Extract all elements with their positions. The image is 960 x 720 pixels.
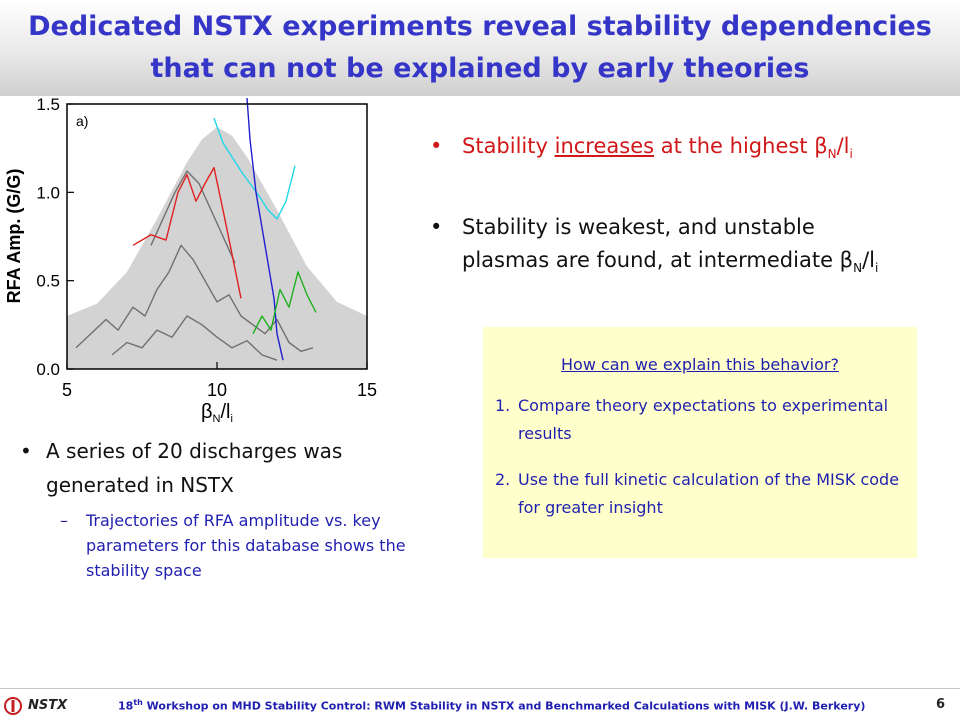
footer-citation: 18th Workshop on MHD Stability Control: … <box>118 698 865 713</box>
b2-line1: Stability is weakest, and unstable <box>462 215 815 240</box>
bullet-stability-increases: • Stability increases at the highest βN/l… <box>430 130 950 171</box>
bullet-dot: • <box>20 439 32 463</box>
b2-slash: /l <box>862 248 875 273</box>
y-tick-label-0.0: 0.0 <box>36 360 60 379</box>
sub-bullet-trajectories: – Trajectories of RFA amplitude vs. key p… <box>20 508 420 583</box>
b2-sub-i: i <box>874 261 879 276</box>
b2-sub-n: N <box>853 261 863 276</box>
footer-num: 18 <box>118 699 134 713</box>
panel-label: a) <box>76 113 88 129</box>
b1-underlined: increases <box>554 134 655 158</box>
bullet-discharges-text: A series of 20 discharges was generated … <box>46 439 343 497</box>
item-1-text: Compare theory expectations to experimen… <box>518 396 889 443</box>
question-box: How can we explain this behavior? 1. Comp… <box>483 327 917 558</box>
item-2-text: Use the full kinetic calculation of the … <box>518 470 900 517</box>
x-axis-label-main: β <box>201 401 213 423</box>
b1-prefix: Stability <box>462 134 555 158</box>
nstx-logo-icon <box>4 697 22 715</box>
y-tick-label-1.5: 1.5 <box>36 96 60 114</box>
rfa-amplitude-chart: 5 10 15 0.0 0.5 1.0 1.5 a) RFA Amp. (G/G) βN/l… <box>4 96 377 425</box>
bullet-dot: • <box>430 134 443 158</box>
y-tick-label-0.5: 0.5 <box>36 272 60 291</box>
b2-line2: plasmas are found, at intermediate β <box>462 248 854 273</box>
x-axis-label-sub2: i <box>231 413 233 425</box>
stability-envelope <box>67 126 367 369</box>
b1-slash: /l <box>836 134 850 158</box>
x-tick-label-10: 10 <box>207 380 227 400</box>
bullet-discharges: • A series of 20 discharges was generated… <box>20 434 420 502</box>
page-number: 6 <box>936 697 946 712</box>
x-axis-label-sub1: N <box>213 413 221 425</box>
bullet-stability-weakest: • Stability is weakest, and unstable plasm… <box>430 211 950 285</box>
b1-suffix: at the highest β <box>654 134 828 158</box>
trajectory-line-5 <box>213 117 296 220</box>
footer-divider <box>0 688 960 689</box>
right-bullets: • Stability increases at the highest βN/l… <box>430 130 950 285</box>
x-tick-label-5: 5 <box>62 380 72 400</box>
trajectory-line-4 <box>132 166 242 299</box>
dash-glyph: – <box>60 511 68 530</box>
slide-title: Dedicated NSTX experiments reveal stabil… <box>10 6 950 90</box>
item-1-number: 1. <box>495 396 511 415</box>
footer-logo-text: NSTX <box>28 698 68 713</box>
sub-bullet-text: Trajectories of RFA amplitude vs. key pa… <box>86 511 406 580</box>
b1-sub-n: N <box>827 147 837 162</box>
x-tick-label-15: 15 <box>357 380 377 400</box>
question-box-item-1: 1. Compare theory expectations to experim… <box>483 392 917 448</box>
trajectory-line-3 <box>150 170 236 264</box>
y-tick-label-1.0: 1.0 <box>36 183 60 202</box>
bullet-dot: • <box>430 215 443 240</box>
y-axis-label: RFA Amp. (G/G) <box>4 169 24 304</box>
x-axis-label-slash: /l <box>221 401 231 423</box>
question-box-item-2: 2. Use the full kinetic calculation of th… <box>483 466 917 522</box>
x-axis-label: βN/li <box>201 401 233 425</box>
item-2-number: 2. <box>495 470 511 489</box>
trajectory-line-1 <box>75 244 314 353</box>
left-bullets: • A series of 20 discharges was generated… <box>20 434 420 583</box>
slide-title-line-1: Dedicated NSTX experiments reveal stabil… <box>28 11 932 42</box>
trajectory-line-6 <box>246 97 284 361</box>
b1-sub-i: i <box>849 147 853 162</box>
trajectory-line-7 <box>252 271 317 334</box>
question-box-heading: How can we explain this behavior? <box>561 355 839 374</box>
trajectory-line-2 <box>111 315 278 361</box>
footer-sup: th <box>133 698 143 707</box>
slide-title-line-2: that can not be explained by early theor… <box>150 53 810 84</box>
title-band: Dedicated NSTX experiments reveal stabil… <box>0 0 960 96</box>
footer-text: Workshop on MHD Stability Control: RWM S… <box>142 699 866 713</box>
